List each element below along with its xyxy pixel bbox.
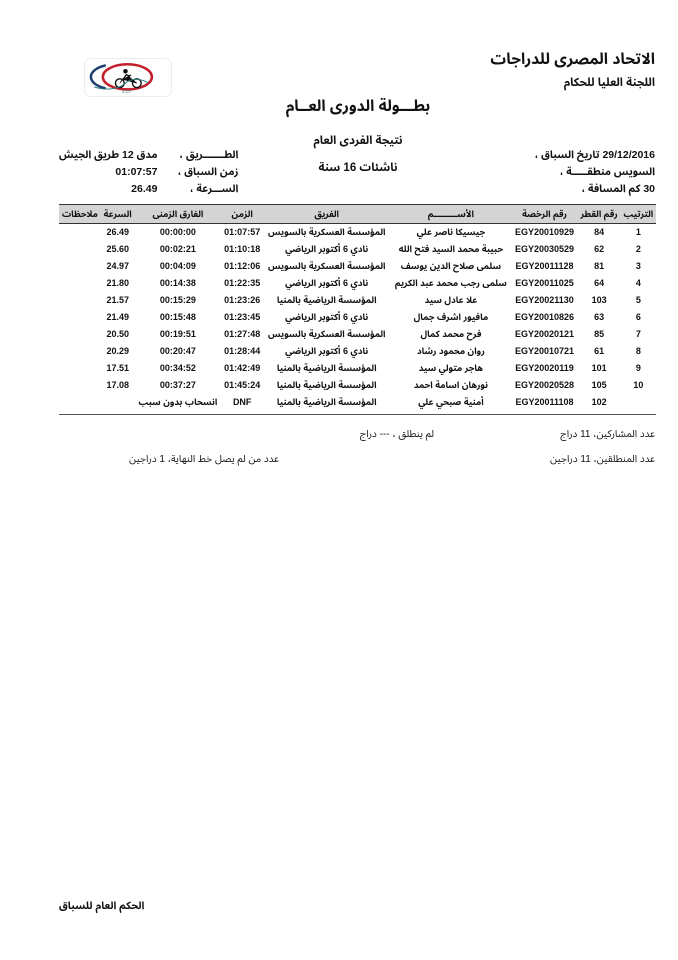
svg-text:ECF: ECF (122, 89, 132, 94)
